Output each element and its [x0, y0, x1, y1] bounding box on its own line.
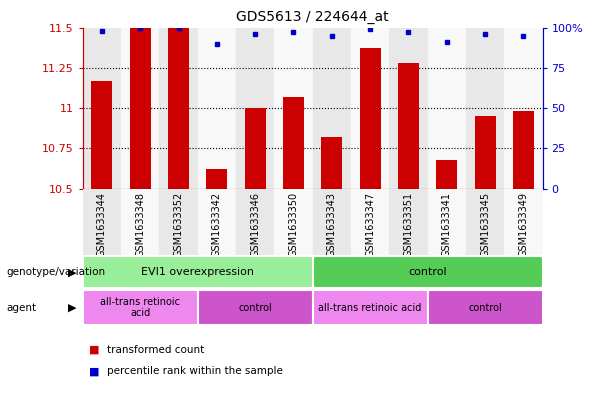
- Bar: [83, 290, 197, 325]
- Bar: [321, 137, 342, 189]
- Bar: [466, 28, 504, 189]
- Bar: [466, 189, 504, 255]
- Bar: [389, 189, 428, 255]
- Text: GSM1633350: GSM1633350: [289, 192, 299, 257]
- Bar: [504, 189, 543, 255]
- Text: ▶: ▶: [68, 267, 77, 277]
- Text: control: control: [408, 267, 447, 277]
- Text: GSM1633345: GSM1633345: [480, 192, 490, 257]
- Bar: [207, 169, 227, 189]
- Bar: [275, 28, 313, 189]
- Bar: [236, 28, 275, 189]
- Bar: [504, 28, 543, 189]
- Text: GSM1633352: GSM1633352: [173, 192, 183, 257]
- Text: all-trans retinoic
acid: all-trans retinoic acid: [100, 297, 180, 318]
- Bar: [159, 189, 197, 255]
- Text: GSM1633347: GSM1633347: [365, 192, 375, 257]
- Text: percentile rank within the sample: percentile rank within the sample: [107, 366, 283, 376]
- Text: GSM1633346: GSM1633346: [250, 192, 260, 257]
- Bar: [428, 28, 466, 189]
- Text: GSM1633341: GSM1633341: [442, 192, 452, 257]
- Text: agent: agent: [6, 303, 36, 312]
- Bar: [428, 290, 543, 325]
- Bar: [83, 189, 121, 255]
- Bar: [83, 256, 313, 288]
- Bar: [360, 48, 381, 189]
- Text: transformed count: transformed count: [107, 345, 205, 355]
- Bar: [389, 28, 428, 189]
- Bar: [283, 97, 304, 189]
- Bar: [436, 160, 457, 189]
- Bar: [313, 28, 351, 189]
- Text: genotype/variation: genotype/variation: [6, 267, 105, 277]
- Bar: [275, 189, 313, 255]
- Bar: [313, 256, 543, 288]
- Text: GSM1633349: GSM1633349: [519, 192, 528, 257]
- Bar: [83, 28, 121, 189]
- Text: ■: ■: [89, 345, 99, 355]
- Text: all-trans retinoic acid: all-trans retinoic acid: [318, 303, 422, 312]
- Bar: [91, 81, 112, 189]
- Bar: [474, 116, 495, 189]
- Text: control: control: [238, 303, 272, 312]
- Text: GSM1633342: GSM1633342: [212, 192, 222, 257]
- Text: EVI1 overexpression: EVI1 overexpression: [141, 267, 254, 277]
- Bar: [159, 28, 197, 189]
- Bar: [168, 28, 189, 189]
- Bar: [130, 28, 151, 189]
- Text: GSM1633348: GSM1633348: [135, 192, 145, 257]
- Text: ▶: ▶: [68, 303, 77, 312]
- Text: GSM1633351: GSM1633351: [403, 192, 413, 257]
- Bar: [428, 189, 466, 255]
- Title: GDS5613 / 224644_at: GDS5613 / 224644_at: [237, 10, 389, 24]
- Bar: [121, 28, 159, 189]
- Bar: [236, 189, 275, 255]
- Bar: [197, 28, 236, 189]
- Text: GSM1633344: GSM1633344: [97, 192, 107, 257]
- Bar: [121, 189, 159, 255]
- Text: control: control: [468, 303, 502, 312]
- Bar: [313, 189, 351, 255]
- Bar: [398, 63, 419, 189]
- Text: GSM1633343: GSM1633343: [327, 192, 337, 257]
- Bar: [245, 108, 265, 189]
- Bar: [197, 290, 313, 325]
- Bar: [313, 290, 428, 325]
- Text: ■: ■: [89, 366, 99, 376]
- Bar: [351, 28, 389, 189]
- Bar: [513, 111, 534, 189]
- Bar: [197, 189, 236, 255]
- Bar: [351, 189, 389, 255]
